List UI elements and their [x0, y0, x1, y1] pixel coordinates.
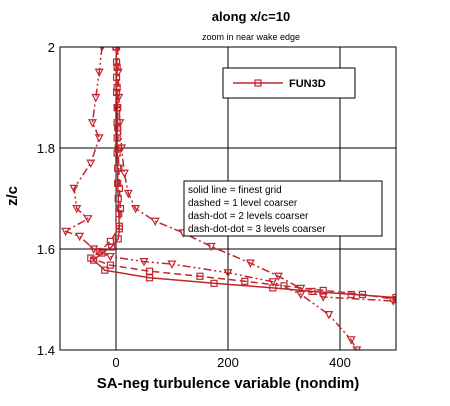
data-point: [318, 293, 328, 302]
data-point: [346, 336, 356, 345]
data-point: [119, 169, 129, 179]
data-point: [94, 134, 104, 143]
data-point: [87, 254, 95, 262]
data-point: [115, 119, 125, 128]
data-point: [117, 144, 127, 153]
x-tick-label: 200: [217, 355, 239, 370]
data-point: [113, 149, 121, 157]
legend-label: FUN3D: [289, 78, 326, 90]
series-line-dashed: [90, 47, 396, 301]
data-point: [69, 184, 79, 194]
data-point: [352, 346, 362, 350]
note-line-dashed: dashed = 1 level coarser: [188, 198, 298, 209]
data-point: [196, 272, 204, 280]
data-point: [131, 205, 141, 214]
data-point: [87, 119, 97, 128]
data-point: [105, 252, 115, 262]
series-line-dash-dot-dot: [64, 47, 358, 350]
data-point: [115, 210, 123, 218]
y-axis-label: z/c: [4, 186, 21, 206]
data-point: [150, 217, 160, 226]
note-line-dash-dot-dot: dash-dot-dot = 3 levels coarser: [188, 224, 326, 235]
data-point: [167, 260, 177, 269]
data-point: [101, 266, 109, 274]
data-point: [273, 272, 283, 282]
data-point: [113, 68, 123, 78]
data-point: [72, 205, 82, 214]
y-tick-label: 1.8: [37, 141, 55, 156]
series-dashed: [87, 47, 396, 304]
legend: FUN3D: [222, 67, 356, 99]
data-point: [115, 222, 123, 230]
y-tick-label: 1.4: [37, 343, 55, 358]
data-point: [83, 215, 93, 224]
data-point: [94, 68, 104, 78]
y-tick-label: 1.6: [37, 242, 55, 257]
data-point: [113, 134, 121, 142]
data-point: [324, 311, 334, 320]
data-point: [139, 258, 149, 267]
data-point: [123, 189, 133, 199]
data-point: [115, 164, 123, 172]
y-tick-label: 2: [48, 40, 55, 55]
data-point: [146, 267, 154, 275]
style-note: solid line = finest grid dashed = 1 leve…: [183, 180, 383, 237]
data-point: [392, 295, 396, 304]
data-point: [296, 284, 306, 294]
data-point: [112, 47, 121, 51]
data-point: [268, 278, 278, 287]
data-point: [241, 277, 249, 285]
data-point: [388, 297, 396, 306]
data-point: [113, 83, 121, 92]
data-point: [75, 232, 85, 242]
data-point: [114, 93, 124, 103]
data-point: [112, 88, 121, 97]
data-point: [95, 247, 103, 256]
x-axis-label: SA-neg turbulence variable (nondim): [97, 375, 360, 392]
x-tick-label: 0: [112, 355, 119, 370]
chart-subtitle: zoom in near wake edge: [202, 32, 300, 42]
data-point: [206, 242, 216, 252]
note-box: [183, 180, 383, 237]
data-point: [116, 205, 125, 213]
data-point: [61, 227, 71, 237]
data-point: [358, 290, 366, 299]
tick-labels: 0 200 400 1.4 1.6 1.8 2: [37, 40, 351, 370]
data-point: [86, 159, 96, 168]
data-point: [114, 194, 122, 203]
data-point: [114, 103, 122, 112]
data-point: [113, 63, 121, 71]
note-line-solid: solid line = finest grid: [188, 185, 282, 196]
data-point: [115, 184, 123, 192]
data-point: [89, 245, 99, 254]
series-dash-dot: [113, 47, 396, 306]
data-point: [347, 290, 355, 299]
data-point: [114, 235, 122, 243]
data-point: [210, 279, 218, 287]
data-point: [106, 237, 115, 246]
note-line-dash-dot: dash-dot = 2 levels coarser: [188, 211, 309, 222]
data-point: [245, 259, 255, 268]
x-tick-label: 400: [329, 355, 351, 370]
chart-title: along x/c=10: [212, 9, 290, 24]
data-point: [296, 290, 306, 300]
data-point: [223, 269, 233, 278]
data-point: [91, 93, 101, 103]
data-point: [114, 179, 122, 187]
data-point: [106, 261, 115, 269]
legend-marker: [254, 79, 262, 87]
